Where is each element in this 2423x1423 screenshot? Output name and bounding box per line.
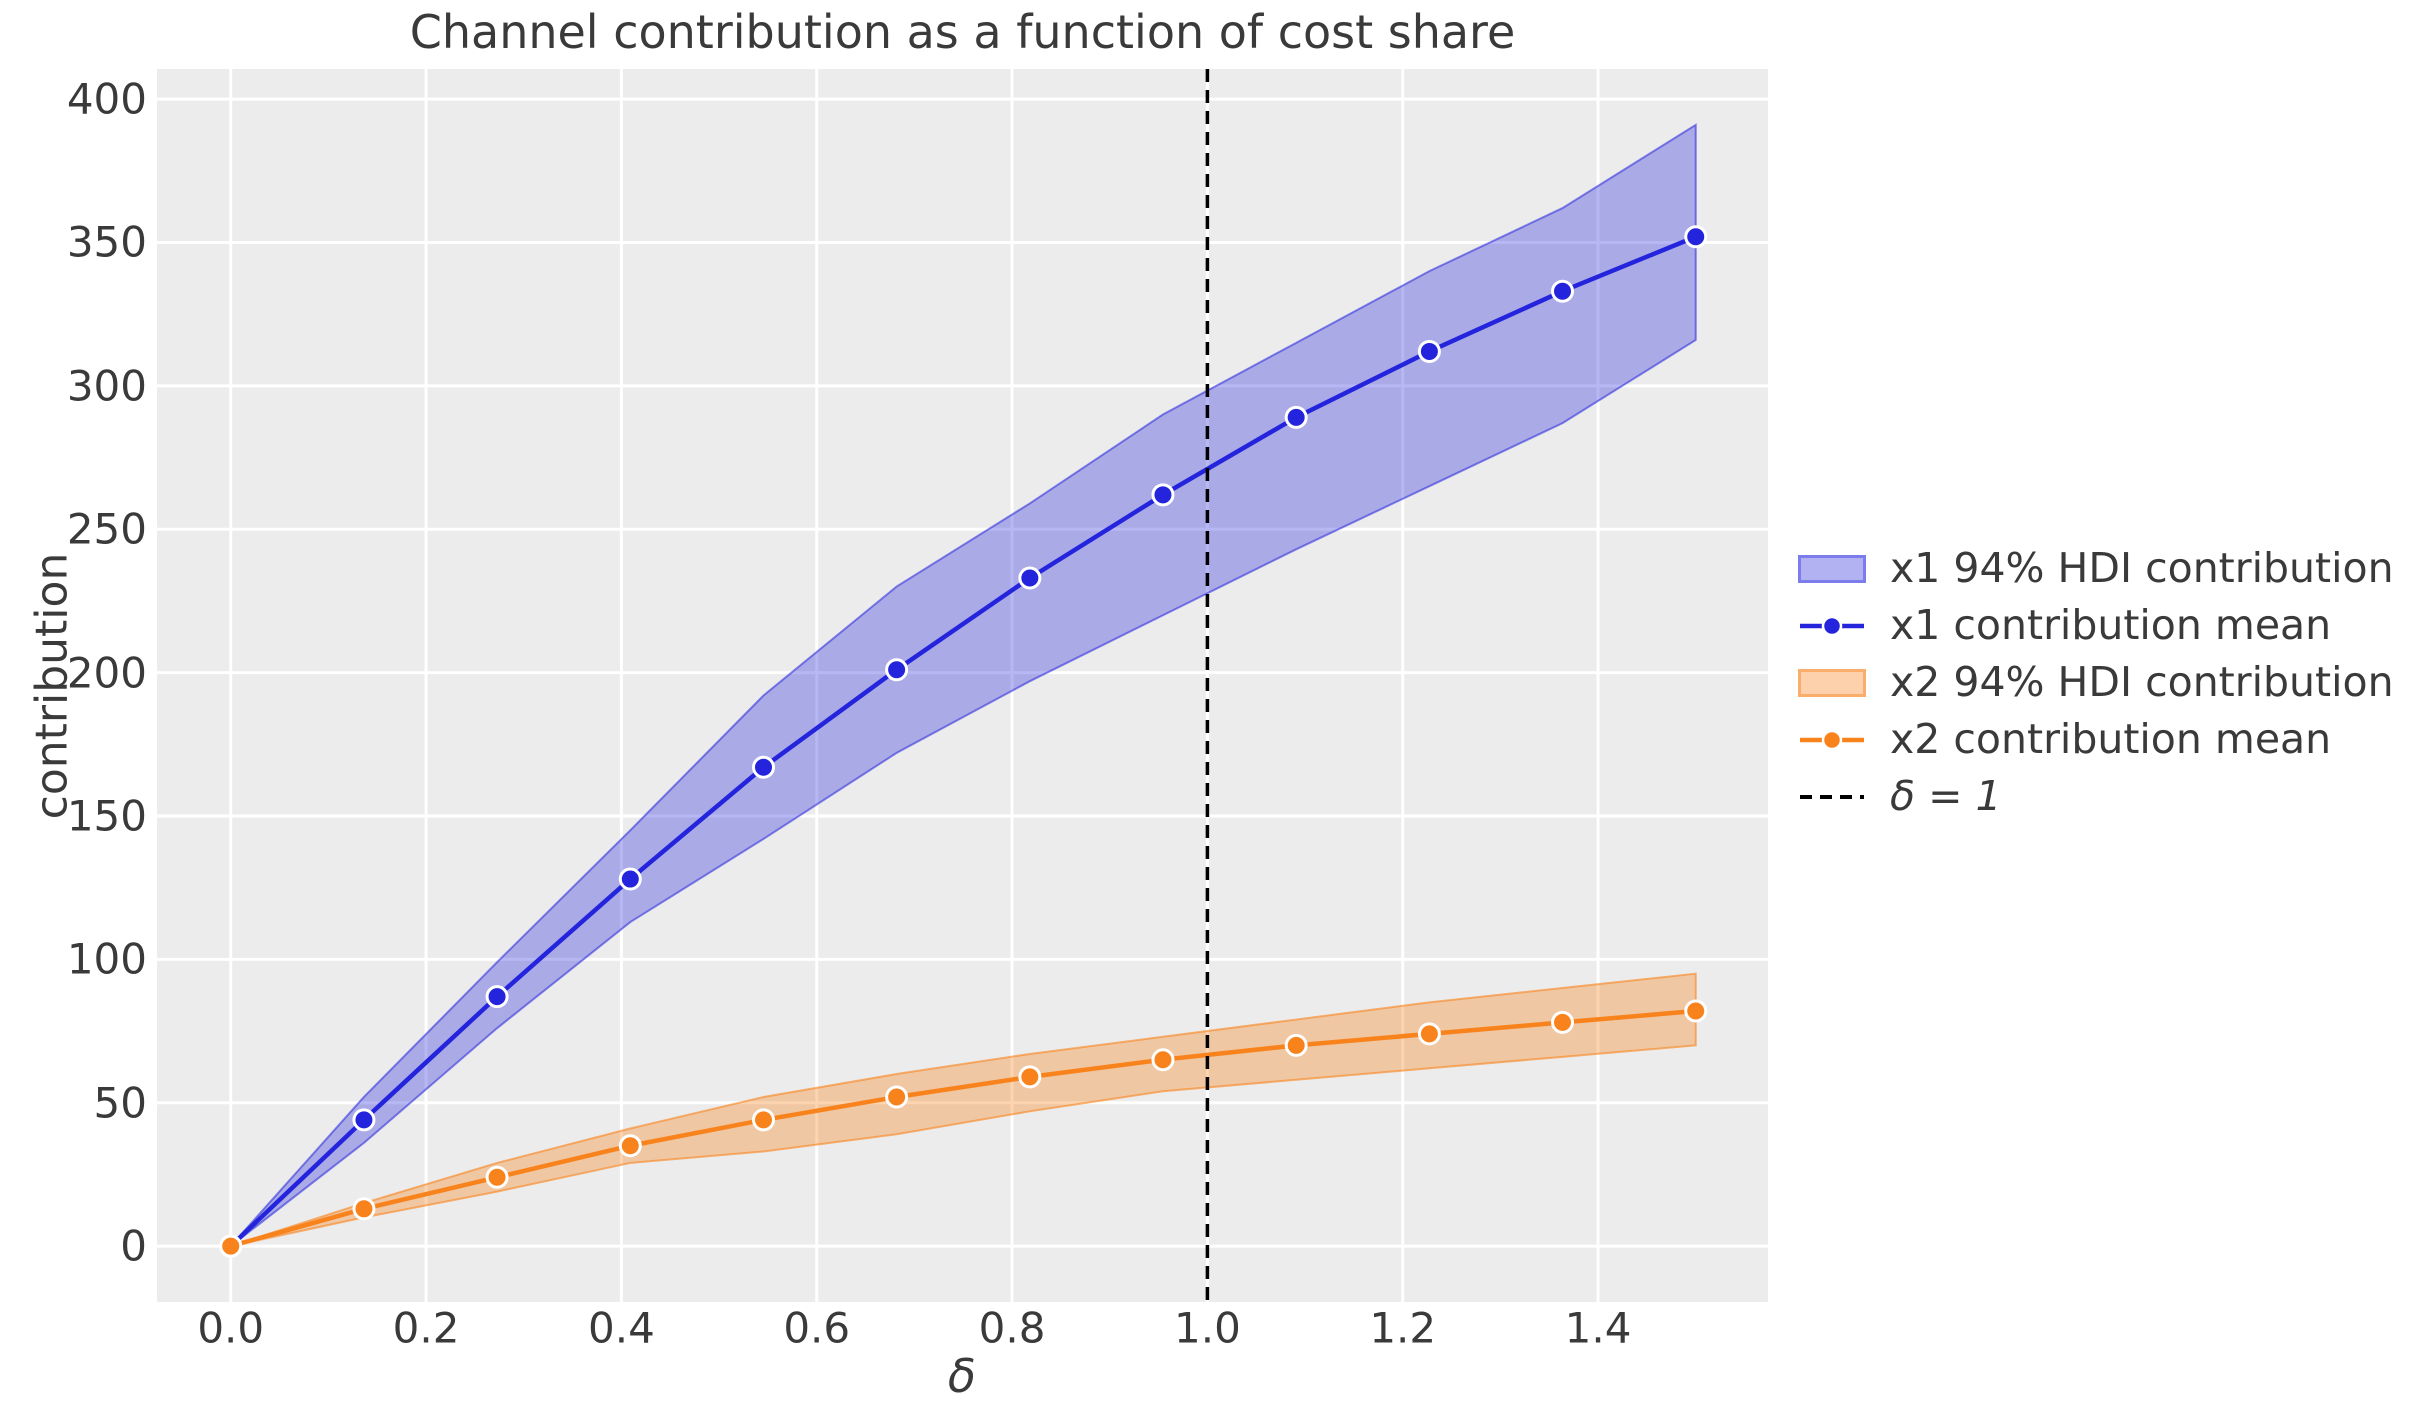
x-tick-label: 0.8 [978, 1303, 1046, 1353]
x-tick-label: 0.4 [587, 1303, 655, 1353]
x-tick-label: 1.0 [1173, 1303, 1241, 1353]
x2-mean-point [219, 1234, 243, 1258]
legend-item-x1-hdi: x1 94% HDI contribution [1798, 540, 2394, 597]
legend-item-delta-line: δ = 1 [1798, 768, 2394, 825]
y-tick-label: 300 [66, 361, 147, 411]
x2-mean-point [352, 1197, 376, 1221]
x1-mean-point [1018, 566, 1042, 590]
x1-mean-point [752, 755, 776, 779]
legend-label: x2 94% HDI contribution [1890, 658, 2394, 706]
x-tick-label: 0.2 [392, 1303, 460, 1353]
y-tick-label: 200 [66, 648, 147, 698]
x1-mean-point [485, 985, 509, 1009]
x1-mean-point [1417, 339, 1441, 363]
y-tick-label: 50 [93, 1078, 147, 1128]
y-tick-label: 350 [66, 217, 147, 267]
x1-mean-point [1151, 483, 1175, 507]
x2-mean-line-swatch [1800, 729, 1864, 750]
x1-mean-point [1284, 405, 1308, 429]
x-tick-label: 1.4 [1564, 1303, 1632, 1353]
legend-item-x2-mean: x2 contribution mean [1798, 711, 2394, 768]
chart-title: Channel contribution as a function of co… [409, 5, 1516, 59]
legend-label: δ = 1 [1890, 772, 2002, 820]
x1-mean-point [1684, 225, 1708, 249]
x1-mean-point [618, 867, 642, 891]
x1-mean-line-swatch [1800, 615, 1864, 636]
x2-mean-point [1284, 1033, 1308, 1057]
x-tick-label: 0.6 [783, 1303, 851, 1353]
x1-mean-line [229, 234, 1697, 1248]
x2-mean-point [485, 1165, 509, 1189]
x2-mean-point [1018, 1065, 1042, 1089]
legend: x1 94% HDI contribution x1 contribution … [1798, 540, 2394, 825]
x1-mean-point [1551, 279, 1575, 303]
x2-mean-point [885, 1085, 909, 1109]
x-tick-label: 1.2 [1369, 1303, 1437, 1353]
x2-mean-point [752, 1108, 776, 1132]
legend-label: x2 contribution mean [1890, 715, 2332, 763]
x2-mean-line [230, 1008, 1696, 1249]
y-tick-label: 400 [66, 74, 147, 124]
legend-item-x2-hdi: x2 94% HDI contribution [1798, 654, 2394, 711]
x2-mean-point [1151, 1048, 1175, 1072]
legend-label: x1 contribution mean [1890, 601, 2332, 649]
y-tick-label: 150 [66, 791, 147, 841]
y-tick-label: 100 [66, 934, 147, 984]
x1-mean-point [885, 658, 909, 682]
legend-item-x1-mean: x1 contribution mean [1798, 597, 2394, 654]
x2-hdi-band-swatch [1798, 668, 1866, 697]
x1-hdi-band-swatch [1798, 554, 1866, 583]
x-tick-label: 0.0 [197, 1303, 265, 1353]
x-axis-label: δ [947, 1349, 977, 1403]
legend-label: x1 94% HDI contribution [1890, 544, 2394, 592]
x2-mean-point [1684, 999, 1708, 1023]
x2-mean-point [1551, 1010, 1575, 1034]
x2-mean-point [1417, 1022, 1441, 1046]
x1-mean-point [352, 1108, 376, 1132]
y-tick-label: 0 [120, 1221, 147, 1271]
x2-mean-point [618, 1134, 642, 1158]
delta-vline-swatch [1800, 794, 1864, 799]
y-tick-label: 250 [66, 504, 147, 554]
